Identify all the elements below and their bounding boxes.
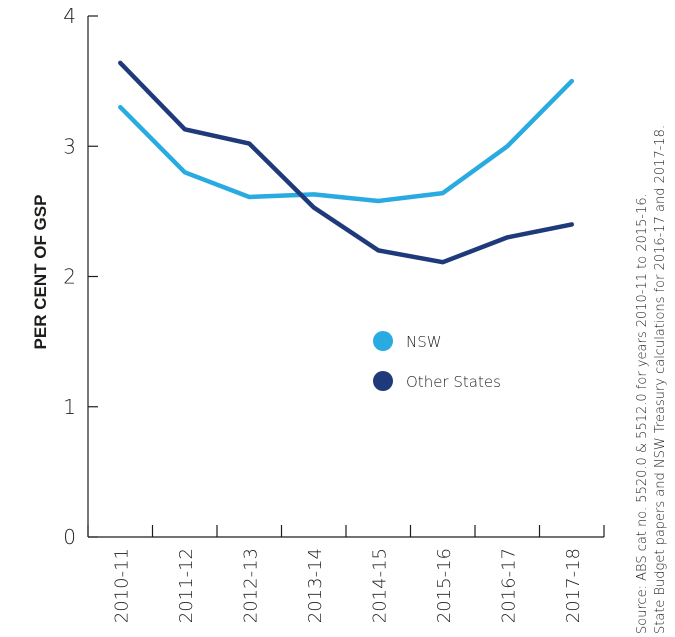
y-tick-label: 0 <box>63 525 76 549</box>
y-axis-title: PER CENT OF GSP <box>31 195 50 350</box>
x-tick-label: 2016-17 <box>498 548 519 623</box>
y-tick-label: 1 <box>63 395 76 419</box>
y-tick-label: 4 <box>63 4 76 28</box>
source-note-line-1: Source: ABS cat no. 5520.0 & 5512.0 for … <box>635 193 650 634</box>
x-tick-label: 2013-14 <box>305 548 326 623</box>
source-note: Source: ABS cat no. 5520.0 & 5512.0 for … <box>635 125 668 634</box>
x-ticks: 2010-11 2011-12 2012-13 2013-14 2014-15 2015-… <box>87 525 605 623</box>
x-tick-label: 2014-15 <box>369 548 390 623</box>
legend-label-nsw: NSW <box>406 333 442 351</box>
legend: NSW Other States <box>373 331 501 391</box>
source-note-line-2: State Budget papers and NSW Treasury cal… <box>653 125 668 634</box>
x-tick-label: 2010-11 <box>111 548 132 623</box>
x-tick-label: 2017-18 <box>563 548 584 623</box>
series-line-other-states <box>118 60 575 265</box>
series-lines <box>118 60 575 265</box>
x-tick-label: 2011-12 <box>176 548 197 623</box>
x-tick-label: 2012-13 <box>240 548 261 623</box>
series-line-nsw <box>118 78 575 204</box>
x-tick-label: 2015-16 <box>434 548 455 623</box>
y-ticks: 0 1 2 3 4 <box>63 4 98 549</box>
y-tick-label: 2 <box>63 265 76 289</box>
legend-label-other-states: Other States <box>406 373 501 391</box>
legend-marker-other-states <box>373 371 393 391</box>
y-tick-label: 3 <box>63 134 76 158</box>
legend-marker-nsw <box>373 331 393 351</box>
axes <box>87 16 604 538</box>
